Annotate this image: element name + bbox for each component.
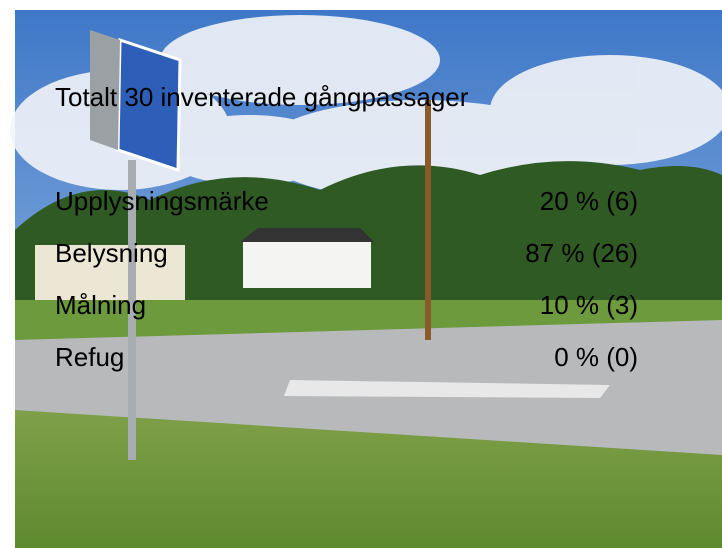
row-label: Upplysningsmärke — [55, 186, 269, 216]
row-value: 10 % (3) — [540, 290, 638, 320]
house — [243, 240, 371, 288]
roof — [240, 228, 374, 242]
slide: Totalt 30 inventerade gångpassager Upply… — [0, 0, 722, 548]
row-label: Refug — [55, 342, 124, 372]
row-value: 0 % (0) — [554, 342, 638, 372]
row-value: 87 % (26) — [525, 238, 638, 268]
title: Totalt 30 inventerade gångpassager — [55, 82, 469, 112]
row-label: Målning — [55, 290, 146, 320]
row-label: Belysning — [55, 238, 168, 268]
row-value: 20 % (6) — [540, 186, 638, 216]
page: Totalt 30 inventerade gångpassager Upply… — [0, 0, 722, 548]
flagpole — [425, 100, 431, 340]
